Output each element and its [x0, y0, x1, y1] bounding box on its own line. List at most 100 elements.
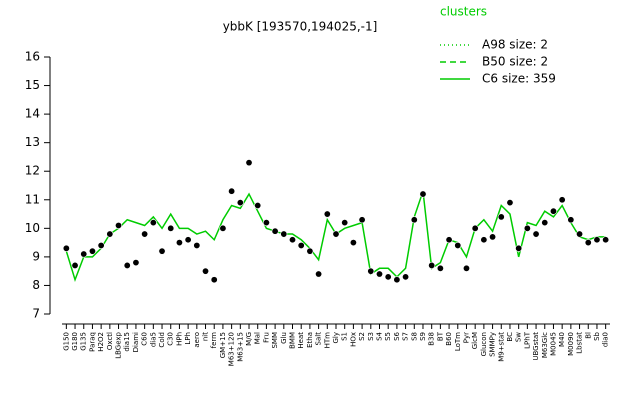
x-tick-label: aero [193, 332, 201, 348]
data-point [210, 276, 218, 284]
data-point [315, 270, 323, 278]
x-tick-label: M63+120 [228, 332, 236, 366]
x-tick-label: M0090 [567, 332, 575, 356]
data-point [175, 239, 183, 247]
data-point [471, 224, 479, 232]
data-point [271, 227, 279, 235]
x-tick-label: C60 [141, 332, 149, 346]
y-tick-label: 8 [32, 278, 40, 292]
data-point [532, 230, 540, 238]
legend-label: B50 size: 2 [482, 55, 548, 69]
x-tick-label: M63+15 [236, 332, 244, 362]
legend-title: clusters [440, 5, 487, 19]
data-point [158, 247, 166, 255]
x-tick-label: S1 [341, 332, 349, 341]
x-tick-label: S4 [375, 331, 383, 340]
x-tick-label: S6 [393, 331, 401, 340]
x-tick-label: S3 [367, 332, 375, 341]
data-point [584, 239, 592, 247]
x-tick-label: S9 [419, 332, 427, 341]
data-point [97, 241, 105, 249]
data-point [332, 230, 340, 238]
y-tick-label: 9 [32, 249, 40, 263]
data-point [106, 230, 114, 238]
data-point [393, 276, 401, 284]
x-tick-label: HPh [175, 332, 183, 346]
x-tick-label: Mal [254, 332, 262, 344]
x-tick-label: Pyr [462, 332, 470, 343]
x-tick-label: Gly [332, 332, 340, 344]
data-point [541, 219, 549, 227]
x-tick-label: Salt [315, 332, 323, 346]
data-point [71, 261, 79, 269]
data-point [367, 267, 375, 275]
data-point [445, 236, 453, 244]
legend-label: C6 size: 359 [482, 72, 556, 86]
x-tick-label: S5 [384, 332, 392, 341]
x-tick-label: SMMPy [489, 332, 497, 357]
data-point [410, 216, 418, 224]
data-point [262, 219, 270, 227]
x-tick-label: S2 [358, 332, 366, 341]
data-point [132, 259, 140, 267]
data-point [480, 236, 488, 244]
y-tick-label: 14 [25, 107, 40, 121]
data-point [236, 199, 244, 207]
data-point [576, 230, 584, 238]
legend-label: A98 size: 2 [482, 38, 548, 52]
data-point [280, 230, 288, 238]
x-tick-label: dia15 [123, 332, 131, 352]
x-tick-label: M9+stat [497, 332, 505, 362]
data-point [523, 224, 531, 232]
data-point [167, 224, 175, 232]
x-tick-label: BC [506, 332, 514, 342]
data-point [375, 270, 383, 278]
data-point [341, 219, 349, 227]
data-point [567, 216, 575, 224]
x-tick-label: SMM [271, 332, 279, 349]
x-tick-label: Sb [593, 331, 601, 340]
x-tick-label: dia0 [602, 332, 610, 347]
x-tick-label: Sw [515, 332, 523, 342]
x-tick-label: BT [436, 331, 444, 341]
x-tick-label: C30 [167, 332, 175, 346]
x-tick-label: G150 [62, 332, 70, 351]
data-point [306, 247, 314, 255]
x-tick-label: ferm [210, 332, 218, 349]
data-point [115, 221, 123, 229]
data-point [245, 159, 253, 167]
y-tick-label: 12 [25, 164, 40, 178]
data-point [549, 207, 557, 215]
x-tick-label: B38 [428, 332, 436, 346]
data-point [149, 219, 157, 227]
x-tick-label: Bl [584, 332, 592, 339]
x-tick-label: dia5 [149, 332, 157, 347]
x-tick-label: HTm [323, 332, 331, 349]
x-tick-label: Lbstat [576, 332, 584, 354]
x-tick-label: G135 [80, 332, 88, 351]
x-tick-label: M63Glc [541, 332, 549, 358]
x-tick-label: Etha [306, 332, 314, 348]
data-point [506, 199, 514, 207]
x-tick-label: S8 [410, 332, 418, 341]
x-tick-label: BMM [289, 332, 297, 349]
x-tick-label: Cold [158, 332, 166, 348]
data-point [497, 213, 505, 221]
data-point [202, 267, 210, 275]
x-tick-label: nit [202, 332, 210, 341]
data-point [228, 187, 236, 195]
data-point [558, 196, 566, 204]
x-tick-label: UBGstat [532, 332, 540, 361]
x-tick-label: HOx [349, 332, 357, 347]
data-point [593, 236, 601, 244]
data-point [80, 250, 88, 258]
x-tick-label: GM+15 [219, 332, 227, 358]
x-tick-label: Heat [297, 332, 305, 349]
data-point [489, 233, 497, 241]
chart-title: ybbK [193570,194025,-1] [223, 20, 378, 34]
x-tick-label: LoTm [454, 332, 462, 351]
data-point [515, 244, 523, 252]
x-tick-label: M/G [245, 332, 253, 346]
data-point [358, 216, 366, 224]
